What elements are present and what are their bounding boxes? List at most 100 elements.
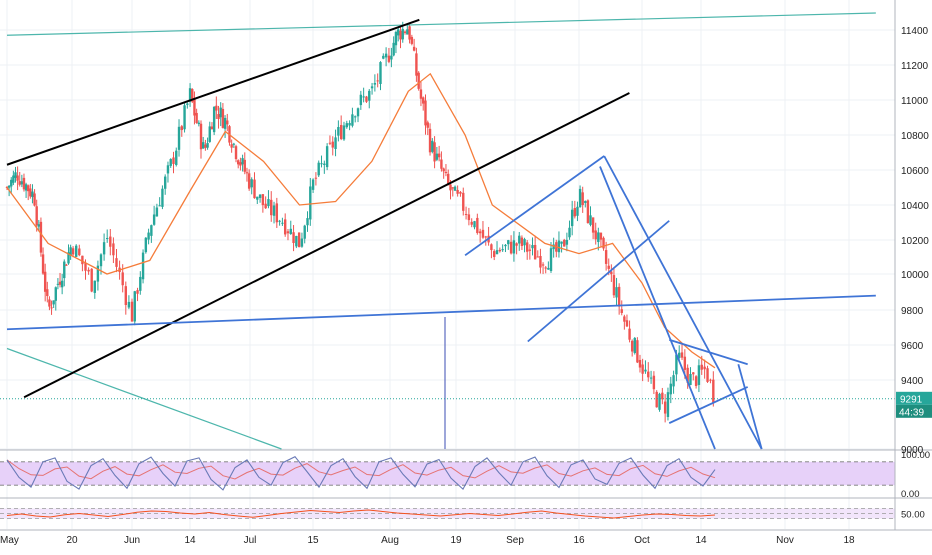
price-tick-label: 11000	[901, 96, 929, 107]
candle-body	[560, 241, 563, 244]
candle-body	[342, 125, 346, 140]
trendline-blue-channel-top	[464, 155, 605, 257]
candle-body	[281, 222, 284, 224]
candle-body	[365, 96, 368, 102]
candle-body	[270, 199, 273, 216]
candle-body	[417, 72, 420, 89]
candle-body	[292, 232, 295, 244]
candle-body	[124, 286, 127, 305]
time-tick-label: Oct	[634, 535, 650, 546]
time-tick-label: Aug	[381, 535, 399, 546]
candle-body	[584, 201, 587, 203]
candle-body	[473, 221, 476, 228]
candle-body	[109, 236, 112, 247]
price-tick-label: 9600	[901, 341, 924, 352]
candle-body	[58, 281, 62, 285]
candle-body	[399, 30, 402, 40]
trendline-blue-wedge-bottom	[668, 386, 749, 424]
candle-body	[442, 168, 445, 172]
candle-body	[256, 196, 259, 200]
candle-body	[177, 126, 181, 150]
candle-body	[78, 248, 81, 256]
candle-body	[456, 189, 459, 194]
time-tick-label: Nov	[776, 535, 794, 546]
candle-body	[509, 241, 513, 254]
candle-body	[93, 280, 96, 293]
candle-body	[694, 376, 698, 386]
candle-body	[623, 316, 626, 322]
candle-body	[680, 352, 684, 358]
candle-body	[133, 291, 136, 322]
candle-body	[490, 244, 493, 251]
candle-body	[368, 90, 371, 101]
candle-body	[161, 188, 164, 207]
candle-body	[617, 286, 621, 307]
candle-body	[415, 53, 418, 76]
candle-body	[193, 98, 196, 116]
candle-body	[531, 245, 534, 249]
oscillator-band	[0, 508, 895, 519]
candle-body	[552, 244, 555, 250]
candle-body	[410, 36, 414, 44]
candle-body	[37, 224, 41, 227]
candle-body	[46, 289, 49, 297]
candle-body	[180, 126, 183, 131]
candle-body	[166, 165, 170, 174]
candle-body	[295, 235, 298, 247]
candle-body	[536, 256, 539, 258]
candle-body	[239, 162, 242, 166]
candle-body	[692, 372, 695, 375]
candle-body	[712, 379, 715, 403]
candle-body	[300, 238, 304, 247]
candle-body	[390, 55, 393, 60]
candle-body	[419, 89, 423, 99]
candle-body	[675, 354, 678, 375]
candle-body	[570, 209, 574, 227]
candle-body	[253, 179, 256, 199]
trendline-layer	[0, 12, 895, 450]
candle-body	[90, 268, 93, 292]
candle-body	[628, 328, 631, 340]
candle-body	[14, 172, 17, 178]
candle-body	[700, 364, 703, 370]
candle-body	[81, 255, 84, 265]
candle-body	[150, 225, 153, 236]
price-tick-label: 11200	[901, 61, 929, 72]
candle-body	[620, 309, 623, 313]
candle-body	[661, 392, 664, 400]
candle-body	[18, 181, 21, 185]
candle-body	[633, 338, 636, 354]
candle-body	[69, 247, 72, 256]
candle-body	[408, 26, 411, 40]
candle-body	[275, 203, 279, 223]
current-price-tag	[896, 391, 932, 405]
price-tick-label: 9800	[901, 306, 924, 317]
candle-body	[197, 122, 201, 125]
candle-body	[649, 377, 653, 379]
candle-body	[43, 271, 47, 292]
candle-body	[144, 237, 148, 253]
candle-body	[16, 175, 19, 181]
candle-body	[453, 186, 457, 191]
candle-body	[237, 160, 240, 165]
candle-body	[50, 307, 53, 309]
candle-body	[501, 249, 504, 251]
candle-body	[48, 299, 51, 307]
candle-body	[320, 163, 323, 165]
candle-body	[152, 214, 156, 225]
candle-body	[267, 199, 270, 207]
candle-body	[115, 258, 118, 267]
candle-body	[470, 221, 473, 225]
candle-body	[435, 153, 439, 160]
trendline-blue-wedge-top	[668, 338, 748, 366]
candle-body	[163, 176, 167, 189]
candle-body	[604, 250, 608, 264]
candle-body	[314, 177, 318, 179]
candle-body	[464, 213, 468, 215]
candle-body	[686, 367, 689, 383]
candle-body	[376, 80, 379, 82]
time-tick-label: 14	[695, 535, 707, 546]
candle-body	[424, 100, 427, 126]
